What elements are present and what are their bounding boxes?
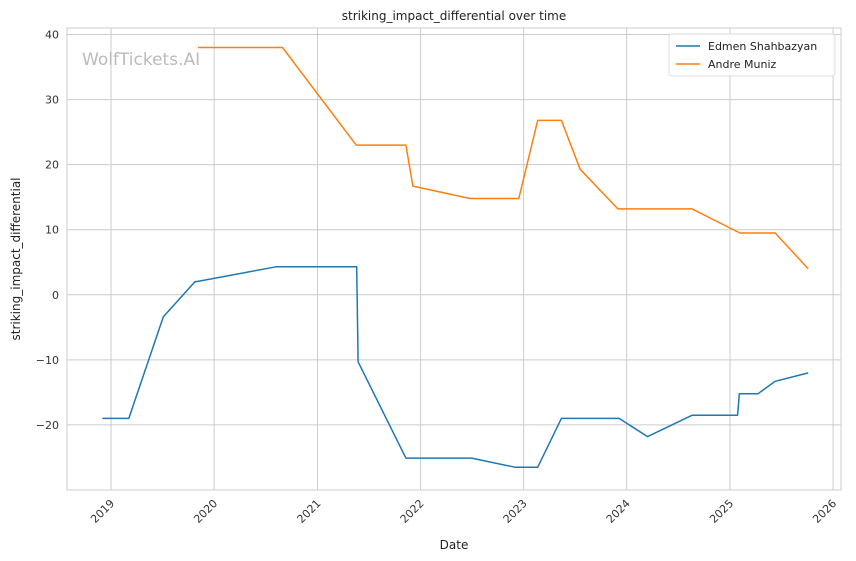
y-axis-label: striking_impact_differential	[9, 177, 23, 340]
watermark: WolfTickets.AI	[82, 50, 200, 70]
legend-box	[668, 33, 836, 77]
series-line-1	[102, 266, 809, 468]
y-tick-label: 30	[45, 94, 59, 107]
y-tick-label: 10	[45, 224, 59, 237]
y-tick-label: 0	[52, 289, 59, 302]
series-line-2	[198, 46, 809, 270]
y-tick-label: 40	[45, 29, 59, 42]
legend-label-series-2: Andre Muniz	[708, 58, 777, 71]
y-tick-label: −10	[36, 354, 59, 367]
plot-frame	[66, 27, 842, 491]
y-tick-labels: 40 30 20 10 0 −10 −20	[36, 29, 59, 432]
legend-label-series-1: Edmen Shahbazyan	[708, 40, 817, 53]
x-axis-label: Date	[440, 538, 469, 552]
y-tick-label: 20	[45, 159, 59, 172]
chart-title: striking_impact_differential over time	[342, 9, 567, 23]
grid	[67, 28, 841, 490]
y-tick-label: −20	[36, 419, 59, 432]
series-lines	[102, 46, 809, 468]
legend: Edmen Shahbazyan Andre Muniz	[668, 33, 836, 77]
